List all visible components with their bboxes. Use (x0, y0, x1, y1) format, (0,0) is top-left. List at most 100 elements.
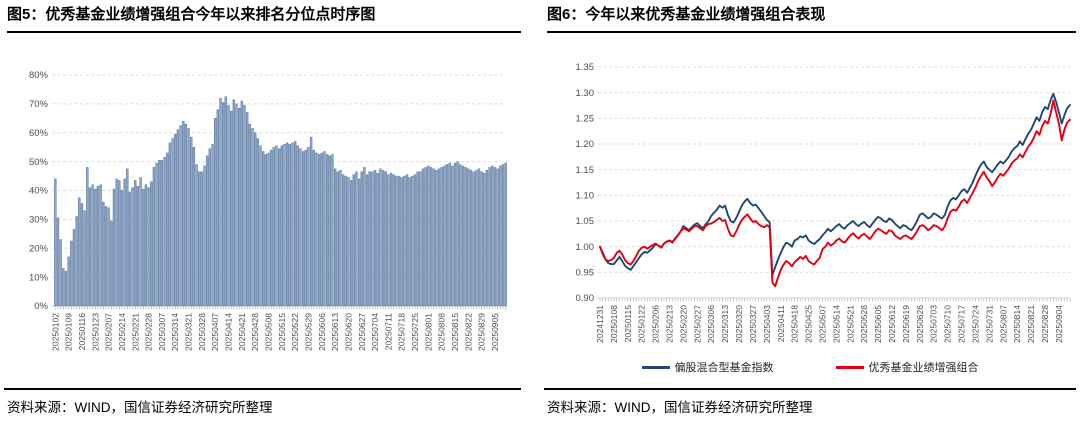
bar (198, 171, 201, 307)
bar (387, 174, 390, 307)
bar (469, 170, 473, 307)
bar (392, 174, 395, 307)
bar (283, 144, 286, 307)
series-line-1 (599, 99, 1071, 288)
bar (379, 168, 382, 307)
bar (80, 203, 84, 307)
bar (485, 170, 489, 307)
bar (150, 181, 153, 307)
x-tick-label: 20250214 (117, 313, 127, 351)
bar (176, 129, 180, 307)
bar (229, 110, 233, 307)
x-tick-label: 20250613 (330, 313, 340, 351)
x-tick-label: 20250414 (224, 313, 234, 351)
x-tick-label: 20250801 (423, 313, 433, 351)
bar (451, 165, 454, 307)
y-tick-label: 1.15 (576, 165, 595, 176)
bar (464, 167, 467, 307)
bar (123, 178, 126, 307)
x-tick-label: 20250612 (887, 305, 897, 343)
x-tick-label: 20250508 (264, 313, 274, 351)
bar (187, 128, 190, 307)
bar (192, 146, 196, 307)
bar (341, 174, 345, 307)
y-tick-label: 1.10 (576, 191, 595, 202)
x-tick-label: 20250321 (184, 313, 194, 351)
bar (214, 118, 217, 307)
bar (88, 187, 92, 307)
x-tick-label: 20250425 (804, 305, 814, 343)
bar (190, 136, 193, 307)
bar (344, 175, 347, 307)
bar (403, 175, 406, 307)
x-tick-label: 20250829 (477, 313, 487, 351)
x-tick-label: 20241231 (595, 305, 605, 343)
bar (355, 171, 358, 307)
y-tick-label: 60% (29, 128, 49, 139)
bar (160, 159, 164, 307)
bar (142, 188, 145, 307)
red-line-swatch (835, 365, 864, 369)
bar (219, 97, 222, 307)
bar (131, 187, 134, 307)
bar (104, 206, 108, 307)
figure5-source-note: 资料来源：WIND，国信证券经济研究所整理 (7, 400, 273, 415)
bar (203, 165, 206, 307)
bar (152, 167, 156, 307)
x-tick-label: 20250418 (790, 305, 800, 343)
y-tick-label: 0% (34, 301, 48, 312)
bar (155, 162, 158, 307)
bar (448, 162, 451, 307)
y-tick-label: 1.35 (576, 62, 595, 73)
bar (248, 123, 252, 307)
bar (467, 168, 470, 307)
bar (413, 174, 417, 307)
bar (179, 125, 182, 307)
y-tick-label: 1.05 (576, 216, 595, 227)
x-tick-label: 20250704 (370, 313, 380, 351)
bar (62, 268, 65, 307)
bar (296, 145, 299, 307)
bar (64, 271, 68, 307)
figure5-divider-rule (4, 388, 521, 390)
bar (312, 149, 315, 307)
x-tick-label: 20250724 (970, 305, 980, 343)
bar (174, 133, 177, 307)
x-tick-label: 20250109 (64, 313, 74, 351)
x-tick-label: 20250421 (237, 313, 247, 351)
x-tick-label: 20250522 (290, 313, 300, 351)
bar (158, 159, 161, 307)
bar (336, 171, 339, 307)
bar (405, 174, 409, 307)
y-tick-label: 1.00 (576, 242, 595, 253)
bar (360, 171, 363, 307)
bar (349, 180, 353, 307)
bar (166, 152, 169, 307)
bar (381, 170, 385, 307)
bar (94, 188, 97, 307)
bar (267, 152, 270, 307)
y-tick-label: 0.95 (576, 268, 595, 279)
x-tick-label: 20250807 (998, 305, 1008, 343)
legend-item-portfolio: 优秀基金业绩增强组合 (835, 359, 979, 375)
bar (237, 107, 241, 307)
bar (504, 162, 507, 307)
bar (56, 217, 60, 307)
x-tick-label: 20250515 (277, 313, 287, 351)
x-tick-label: 20250228 (144, 313, 154, 351)
bar (453, 162, 457, 307)
x-tick-label: 20250108 (609, 305, 619, 343)
y-tick-label: 0.90 (576, 293, 595, 304)
x-tick-label: 20250626 (915, 305, 925, 343)
bar (224, 96, 228, 307)
bar (59, 239, 62, 307)
bar (408, 177, 411, 307)
bar (107, 207, 110, 307)
bar (184, 123, 188, 307)
x-tick-label: 20250717 (957, 305, 967, 343)
bar (269, 149, 273, 307)
x-tick-label: 20250407 (210, 313, 220, 351)
bar (357, 178, 361, 307)
bar (91, 184, 94, 307)
bar (496, 168, 499, 307)
